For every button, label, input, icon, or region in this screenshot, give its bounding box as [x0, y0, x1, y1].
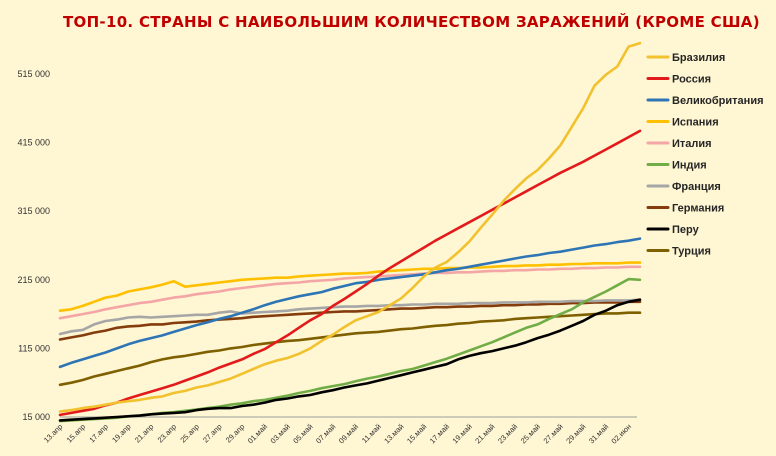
x-tick-label: 31.май [587, 422, 610, 445]
x-tick-label: 09.май [337, 422, 360, 445]
legend-label-10: Турция [672, 246, 711, 258]
y-tick-label: 115 000 [18, 343, 50, 353]
x-tick-label: 03.май [269, 422, 292, 445]
series-line-8 [58, 300, 642, 341]
series-line-5 [58, 265, 642, 320]
y-axis: 15 000 115 000 215 000 315 000 415 000 515 00… [17, 69, 50, 422]
series-line-7 [58, 298, 642, 336]
x-tick-label: 13.май [382, 422, 405, 445]
x-tick-label: 15.апр [65, 422, 88, 445]
x-tick-label: 27.апр [201, 422, 224, 445]
x-tick-label: 29.май [564, 422, 587, 445]
series-line-9 [58, 298, 642, 422]
legend-label-5: Италия [672, 138, 712, 150]
x-axis: 13.апр 15.апр 17.апр 19.апр 21.апр 23.апр 25.а… [42, 422, 633, 446]
series-line-4 [58, 261, 642, 313]
legend-label-7: Франция [672, 181, 721, 193]
x-tick-label: 25.май [519, 422, 542, 445]
legend-label-4: Испания [672, 117, 719, 129]
x-tick-label: 17.апр [87, 422, 110, 445]
chart-title: ТОП-10. СТРАНЫ С НАИБОЛЬШИМ КОЛИЧЕСТВОМ … [63, 12, 760, 31]
x-tick-label: 23.апр [156, 422, 179, 445]
x-tick-label: 17.май [428, 422, 451, 445]
x-tick-label: 23.май [496, 422, 519, 445]
x-tick-label: 11.май [360, 422, 383, 445]
x-tick-label: 27.май [542, 422, 565, 445]
x-tick-label: 21.апр [133, 422, 156, 445]
legend-label-2: Россия [672, 74, 711, 86]
y-tick-label: 415 000 [17, 138, 50, 148]
x-tick-label: 15.май [405, 422, 428, 445]
x-tick-label: 07.май [314, 422, 337, 445]
legend-label-6: Индия [672, 160, 707, 172]
y-tick-label: 215 000 [17, 275, 50, 285]
x-tick-label: 25.апр [178, 422, 201, 445]
x-tick-label: 01.май [246, 422, 269, 445]
legend-label-1: Бразилия [672, 52, 725, 64]
x-tick-label: 13.апр [42, 422, 65, 445]
legend-label-8: Германия [672, 203, 724, 215]
legend-label-3: Великобритания [672, 95, 764, 107]
series-line-10 [58, 311, 642, 387]
series-line-1 [58, 41, 642, 413]
y-tick-label: 515 000 [17, 69, 50, 79]
plot-area [58, 41, 642, 423]
legend-label-9: Перу [672, 224, 700, 236]
y-tick-label: 315 000 [17, 206, 50, 216]
y-tick-label: 15 000 [22, 412, 50, 422]
series-line-2 [58, 129, 642, 417]
x-tick-label: 29.апр [224, 422, 247, 445]
x-tick-label: 19.май [451, 422, 474, 445]
x-tick-label: 05.май [291, 422, 314, 445]
series-line-3 [58, 237, 642, 369]
x-tick-label: 02.июн [609, 422, 633, 446]
x-tick-label: 21.май [473, 422, 496, 445]
x-tick-label: 19.апр [110, 422, 133, 445]
legend: Бразилия Россия Великобритания Испания Итали… [646, 52, 764, 258]
